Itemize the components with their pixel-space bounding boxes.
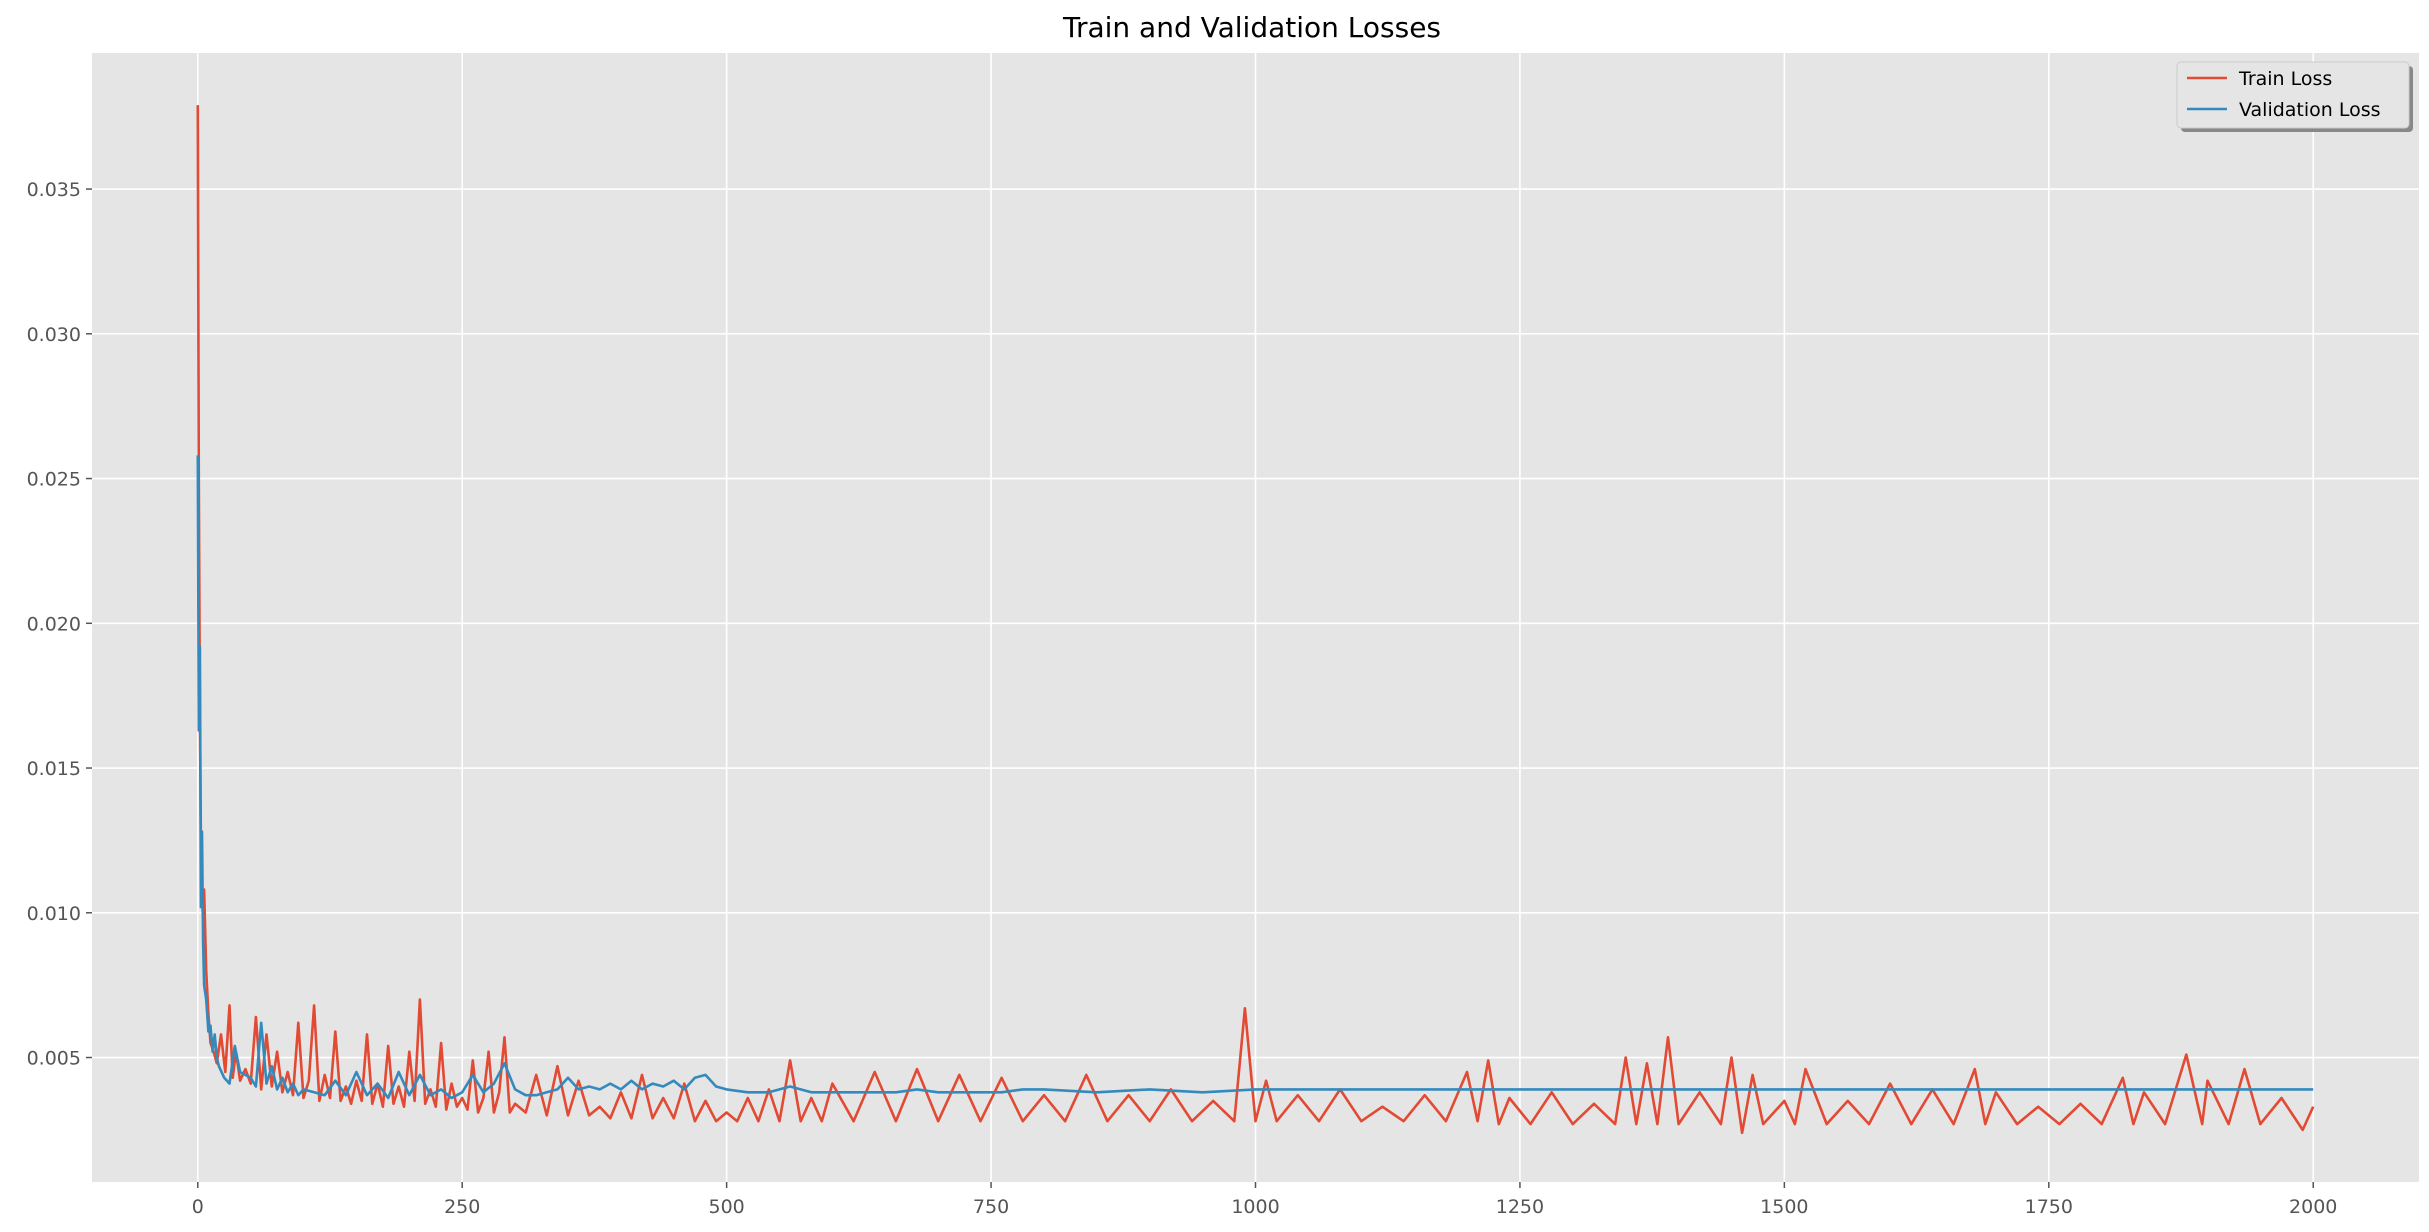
x-tick-label: 1500: [1760, 1196, 1808, 1218]
x-tick-label: 1250: [1496, 1196, 1544, 1218]
y-tick-label: 0.010: [27, 903, 81, 925]
legend-label-validation-loss: Validation Loss: [2239, 99, 2381, 121]
x-tick-label: 250: [444, 1196, 480, 1218]
series-line-validation-loss: [196, 455, 2314, 1100]
x-tick-label: 1000: [1231, 1196, 1279, 1218]
legend: Train Loss Validation Loss: [2176, 61, 2413, 132]
x-axis: 0 250 500 750 1000 1250 1500 1750 2000: [192, 1182, 2337, 1218]
y-tick-label: 0.035: [27, 179, 81, 201]
y-tick-label: 0.025: [27, 469, 81, 491]
x-tick-label: 2000: [2289, 1196, 2337, 1218]
legend-box: [2176, 61, 2410, 129]
y-tick-label: 0.005: [27, 1048, 81, 1070]
y-tick-label: 0.020: [27, 613, 81, 635]
series-lines: [196, 105, 2315, 1135]
chart-title: Train and Validation Losses: [1062, 11, 1441, 44]
x-tick-label: 500: [709, 1196, 745, 1218]
x-tick-label: 750: [973, 1196, 1009, 1218]
y-axis: 0.005 0.010 0.015 0.020 0.025 0.030 0.035: [27, 179, 92, 1070]
x-tick-label: 1750: [2025, 1196, 2073, 1218]
series-line-train-loss: [196, 105, 2315, 1135]
grid-lines: [92, 53, 2419, 1182]
legend-label-train-loss: Train Loss: [2238, 68, 2332, 90]
y-tick-label: 0.030: [27, 324, 81, 346]
x-tick-label: 0: [192, 1196, 204, 1218]
y-tick-label: 0.015: [27, 758, 81, 780]
